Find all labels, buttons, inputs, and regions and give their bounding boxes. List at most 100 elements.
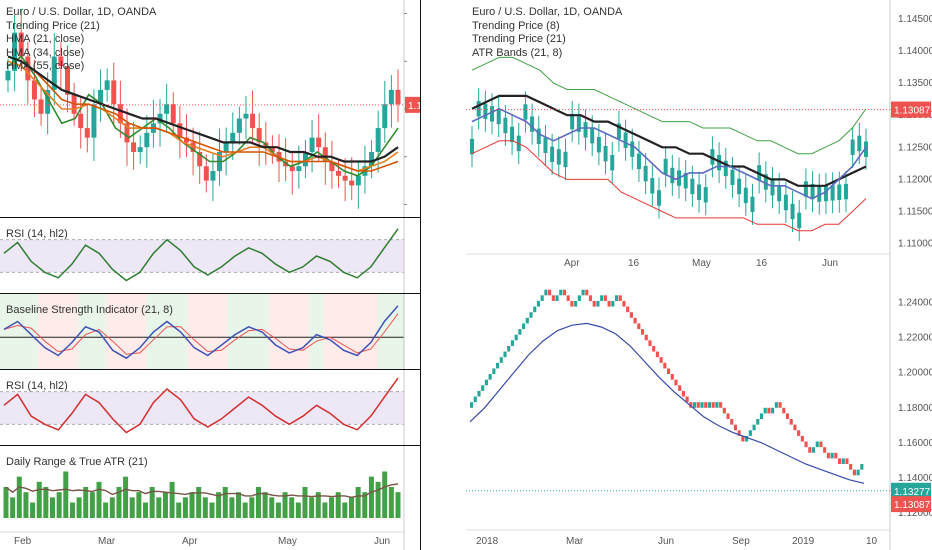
tr-series-0: [471, 94, 867, 187]
left-candle-body: [104, 80, 110, 90]
renko-brick: [741, 435, 745, 442]
left-x-tick-label: Apr: [182, 536, 198, 547]
left-price-tag-bg: [405, 96, 420, 113]
renko-brick: [823, 447, 827, 453]
left-candle-body: [322, 147, 328, 162]
bsi-legend: Baseline Strength Indicator (21, 8): [6, 304, 173, 318]
renko-brick: [704, 402, 708, 408]
left-price-tag-text: 1.13087: [408, 101, 420, 112]
left-candle-body: [369, 151, 375, 167]
renko-brick: [733, 424, 738, 431]
vertical-divider: [420, 0, 421, 550]
tr-candle-body: [523, 104, 528, 120]
renko-brick: [522, 323, 526, 330]
bsi-bg-block: [295, 294, 310, 370]
tr-candle-body: [543, 137, 548, 154]
bsi-line: [3, 305, 399, 360]
atr-bar: [209, 502, 215, 518]
tr-candle-body: [650, 178, 655, 194]
left-candle-body: [111, 80, 117, 105]
tr-candle-body: [810, 183, 815, 200]
left-candle-body: [197, 151, 203, 167]
rsi1-pane[interactable]: 60.000040.0000 RSI (14, hl2): [0, 218, 420, 294]
renko-x-tick-label: 2018: [476, 536, 499, 547]
rsi2-chart: 60.000040.0000: [0, 370, 420, 446]
left-candle-body: [45, 89, 51, 114]
renko-x-tick-label: 2019: [792, 536, 815, 547]
tr-tick-label: 1.12500: [898, 142, 932, 153]
renko-brick: [800, 435, 804, 442]
tr-candle-body: [803, 181, 808, 197]
atr-bar: [348, 497, 354, 518]
atr-bar: [196, 487, 202, 518]
left-candle-body: [355, 175, 361, 186]
bsi-bg-block: [187, 294, 202, 370]
tr-x-tick-label: May: [692, 258, 711, 269]
left-price-pane[interactable]: 1.150001.140001.130001.120001.110001.130…: [0, 0, 420, 218]
atr-bar: [362, 492, 368, 518]
renko-brick: [696, 402, 700, 408]
renko-brick: [496, 362, 500, 369]
rsi1-chart: 60.000040.0000: [0, 218, 420, 294]
left-candle-body: [144, 132, 150, 148]
left-candle-body: [12, 32, 18, 71]
tr-candle-body: [643, 165, 648, 182]
renko-brick: [622, 300, 626, 307]
left-x-tick-label: Mar: [98, 536, 116, 547]
rsi1-band-fill: [0, 239, 404, 273]
left-candle-body: [137, 147, 143, 152]
tr-candle-body: [530, 116, 535, 132]
tr-candle-body: [470, 138, 474, 155]
left-candle-body: [388, 89, 394, 105]
bsi-bg-block: [200, 294, 215, 370]
rsi1-legend: RSI (14, hl2): [6, 228, 68, 242]
renko-brick: [637, 323, 641, 330]
renko-brick: [681, 390, 685, 397]
atr-bar: [129, 497, 135, 518]
left-candle-body: [64, 66, 70, 95]
renko-pane[interactable]: 1.24000 1.22000 1.20000 1.18000 1.16000 1.140…: [466, 272, 932, 550]
bsi-bg-block: [64, 294, 79, 370]
renko-tick-label: 1.12000: [898, 508, 932, 519]
bsi-bg-block: [336, 294, 351, 370]
renko-brick: [808, 447, 812, 453]
renko-brick: [559, 289, 563, 296]
tr-candle-body: [483, 103, 488, 120]
renko-brick: [819, 441, 823, 448]
top-right-pane[interactable]: 1.145001.140001.135001.130001.125001.120…: [466, 0, 932, 272]
left-series-3: [7, 55, 399, 163]
tr-candle-body: [797, 212, 802, 229]
atr-pane[interactable]: 0.010000.00000FebMarAprMayJun Daily Rang…: [0, 446, 420, 550]
rsi2-label: RSI (14, hl2): [6, 380, 68, 392]
tr-candle-body: [563, 151, 568, 168]
renko-brick: [529, 312, 533, 318]
left-candle-body: [223, 142, 229, 152]
atr-bar: [149, 487, 155, 518]
atr-bar: [3, 487, 9, 518]
left-candle-body: [91, 104, 97, 138]
atr-bar: [123, 476, 129, 518]
left-candle-body: [38, 99, 44, 114]
atr-bar: [96, 481, 102, 518]
tr-candle-body: [837, 184, 842, 200]
left-candle-body: [283, 161, 289, 167]
renko-brick: [715, 402, 719, 408]
atr-bar: [176, 502, 182, 518]
renko-brick: [600, 295, 604, 301]
tr-candle-body: [717, 154, 722, 171]
atr-bar: [202, 497, 208, 518]
left-candle-body: [250, 113, 256, 129]
atr-avg-line: [5, 483, 399, 499]
atr-bar: [36, 481, 42, 518]
atr-bar: [302, 487, 308, 518]
atr-bar: [222, 487, 228, 518]
renko-brick: [566, 295, 570, 301]
tr-legend-trend8: Trending Price (8): [472, 19, 560, 32]
bsi-pane[interactable]: 0.00000 Baseline Strength Indicator (21,…: [0, 294, 420, 370]
left-candle-body: [210, 171, 216, 181]
atr-bar: [182, 497, 188, 518]
tr-candle-body: [770, 180, 775, 196]
atr-bar: [295, 502, 301, 518]
rsi2-pane[interactable]: 60.000040.0000 RSI (14, hl2): [0, 370, 420, 446]
left-legend: Euro / U.S. Dollar, 1D, OANDA Trending P…: [6, 6, 156, 74]
